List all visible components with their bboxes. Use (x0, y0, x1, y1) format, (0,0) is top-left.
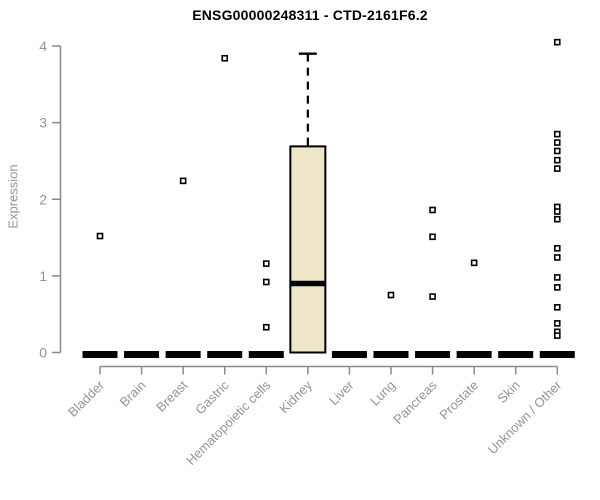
outlier-point-unknown-other (553, 165, 561, 172)
outlier-point-hematopoietic-cells (262, 278, 270, 286)
outlier-point-bladder (96, 232, 104, 240)
x-tick-label: Brain (117, 378, 149, 410)
outlier-point-breast (179, 177, 187, 185)
box-kidney (289, 145, 327, 354)
box-brain (124, 351, 160, 358)
x-tick-label: Prostate (436, 378, 481, 423)
box-hematopoietic-cells (248, 351, 284, 358)
box-breast (165, 351, 201, 358)
outlier-point-unknown-other (553, 147, 561, 155)
x-tick-label: Kidney (276, 377, 315, 416)
box-pancreas (415, 351, 451, 358)
box-lung (373, 351, 409, 358)
outlier-point-lung (387, 291, 395, 299)
outlier-point-pancreas (429, 233, 436, 241)
outlier-point-unknown-other (553, 332, 561, 339)
outlier-point-hematopoietic-cells (262, 323, 270, 331)
box-prostate (456, 351, 492, 358)
y-tick-label: 4 (39, 38, 47, 54)
outlier-point-prostate (470, 259, 478, 267)
outlier-point-unknown-other (553, 244, 561, 252)
x-tick-label: Gastric (192, 377, 232, 417)
outlier-point-unknown-other (553, 130, 561, 138)
outlier-point-unknown-other (553, 139, 561, 146)
x-tick-label: Liver (326, 377, 357, 408)
box-unknown-other (539, 351, 575, 358)
y-tick-label: 2 (39, 191, 47, 207)
chart-title: ENSG00000248311 - CTD-2161F6.2 (192, 7, 428, 23)
outlier-point-hematopoietic-cells (262, 260, 270, 267)
x-tick-label: Lung (367, 378, 398, 409)
outlier-point-unknown-other (553, 254, 561, 261)
x-tick-label: Pancreas (390, 377, 440, 427)
x-tick-label: Unknown / Other (485, 377, 565, 457)
box-skin (498, 351, 534, 358)
y-tick-label: 3 (39, 115, 47, 131)
box-bladder (82, 351, 118, 358)
outlier-point-unknown-other (553, 320, 561, 327)
box-liver (331, 351, 367, 358)
outlier-point-pancreas (429, 293, 436, 300)
outlier-point-unknown-other (553, 284, 561, 291)
y-tick-label: 1 (39, 268, 47, 284)
y-tick-label: 0 (39, 345, 47, 361)
outlier-point-unknown-other (553, 208, 561, 215)
box-gastric (207, 351, 243, 358)
outlier-point-unknown-other (553, 215, 561, 223)
outlier-point-unknown-other (553, 303, 561, 311)
outlier-point-pancreas (429, 206, 436, 214)
outlier-point-unknown-other (553, 38, 561, 46)
x-tick-label: Bladder (65, 377, 108, 420)
x-tick-label: Breast (153, 377, 190, 414)
outlier-point-gastric (221, 54, 229, 62)
x-tick-label: Skin (494, 378, 522, 406)
outlier-point-unknown-other (553, 274, 561, 281)
outlier-point-unknown-other (553, 156, 561, 164)
